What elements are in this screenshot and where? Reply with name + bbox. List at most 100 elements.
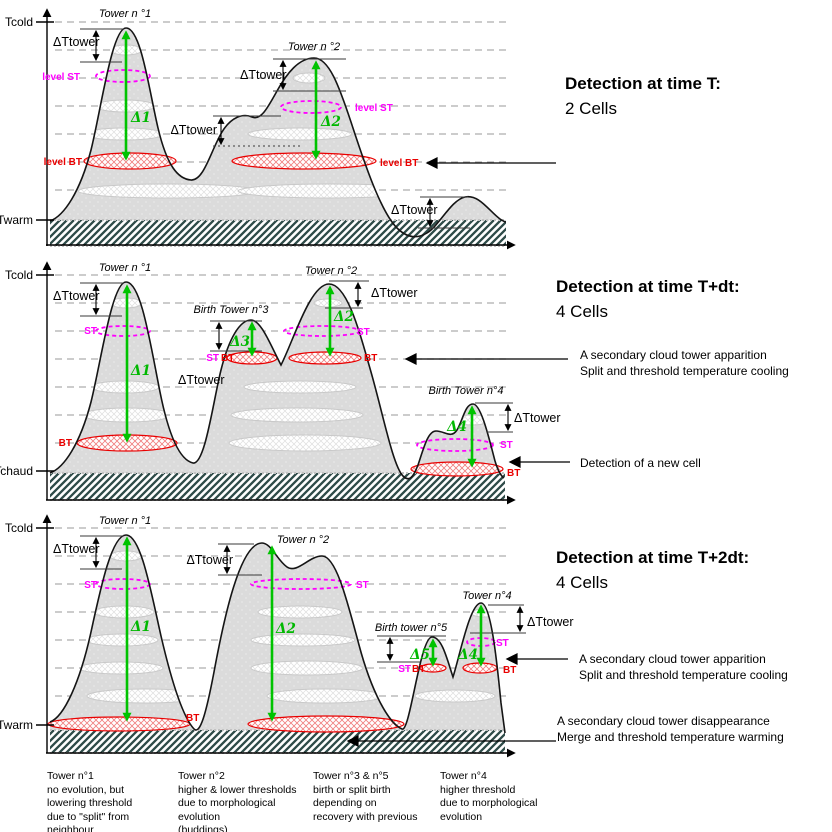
st-label-t1: ST: [84, 580, 97, 591]
tchaud-label: Tchaud: [0, 464, 33, 478]
note-disappearance: A secondary cloud tower disappearance Me…: [557, 714, 784, 744]
dtower-bracket-shoulder: ΔTtower: [170, 115, 302, 147]
st-label-t4: ST: [500, 440, 513, 451]
note-apparition-t2dt: A secondary cloud tower apparition Split…: [579, 652, 788, 682]
tower2-label: Tower n °2: [288, 41, 340, 53]
bt-ellipse-t2: [247, 715, 405, 733]
heading-cells: 4 Cells: [556, 302, 608, 321]
bt-ellipse-t1: [47, 716, 191, 732]
delta4-label: Δ4: [457, 647, 478, 663]
tower1-label: Tower n °1: [99, 515, 151, 527]
tcold-label: Tcold: [5, 521, 33, 535]
dtower-bracket-t4: ΔTtower: [475, 402, 561, 433]
dtower-bracket-t1: ΔTtower: [53, 28, 124, 63]
level-st-label-right: level ST: [355, 103, 393, 114]
svg-text:ΔTtower: ΔTtower: [391, 203, 438, 217]
tower5-label: Birth tower n°5: [375, 622, 448, 634]
delta2-label: Δ2: [275, 621, 296, 637]
tower1-label: Tower n °1: [99, 8, 151, 20]
svg-text:ΔTtower: ΔTtower: [240, 68, 287, 82]
bt-label-t5: BT: [412, 664, 425, 675]
ground-band: [50, 473, 505, 500]
st-ellipse-t4: [416, 438, 494, 452]
ground-band: [50, 730, 505, 753]
bt-ellipse-t4: [462, 662, 498, 674]
delta1-label: Δ1: [130, 619, 151, 635]
bt-label-t4: BT: [503, 665, 516, 676]
svg-text:ΔTtower: ΔTtower: [53, 542, 100, 556]
level-st-label-left: level ST: [42, 72, 80, 83]
heading-time-t: Detection at time T: 2 Cells: [565, 74, 721, 119]
st-label-t5: ST: [398, 664, 411, 675]
note-new-cell: Detection of a new cell: [580, 456, 701, 470]
level-bt-ellipse-t1: [83, 152, 177, 170]
footnote-tower2: Tower n°2 higher & lower thresholds due …: [178, 770, 297, 832]
tower2-label: Tower n °2: [305, 265, 357, 277]
st-label-t4: ST: [496, 638, 509, 649]
texture-layers: [78, 550, 498, 704]
level-st-ellipse-t2: [280, 100, 342, 114]
level-bt-label-right: level BT: [380, 158, 418, 169]
delta4-label: Δ4: [446, 419, 467, 435]
bt-label-bottom: BT: [186, 713, 199, 724]
dtower-bracket-t1: ΔTtower: [53, 282, 124, 317]
bt-ellipse-t4: [410, 461, 504, 477]
st-label-t2: ST: [357, 327, 370, 338]
cloud-outline: [49, 27, 507, 238]
heading-cells: 4 Cells: [556, 573, 608, 592]
heading-title: Detection at time T+dt:: [556, 277, 740, 296]
st-ellipse-t2: [283, 325, 361, 337]
st-label-t1: ST: [84, 326, 97, 337]
delta2-label: Δ2: [320, 114, 341, 130]
bt-label-t4: BT: [507, 468, 520, 479]
delta5-label: Δ5: [409, 647, 430, 663]
svg-text:ΔTtower: ΔTtower: [186, 553, 233, 567]
svg-text:ΔTtower: ΔTtower: [53, 35, 100, 49]
st-ellipse-t2: [250, 578, 352, 590]
footnote-tower4: Tower n°4 higher threshold due to morpho…: [440, 770, 538, 823]
tcold-label: Tcold: [5, 268, 33, 282]
delta1-label: Δ1: [130, 110, 151, 126]
heading-cells: 2 Cells: [565, 99, 617, 118]
twarm-label: Twarm: [0, 213, 33, 227]
tower2-label: Tower n °2: [277, 534, 329, 546]
tcold-label: Tcold: [5, 15, 33, 29]
tower4-label: Tower n°4: [462, 590, 511, 602]
delta2-label: Δ2: [333, 309, 354, 325]
svg-text:ΔTtower: ΔTtower: [53, 289, 100, 303]
svg-text:ΔTtower: ΔTtower: [170, 123, 217, 137]
tower3-label: Birth Tower n°3: [194, 304, 270, 316]
svg-text:ΔTtower: ΔTtower: [371, 286, 418, 300]
dtower-bracket-bump: ΔTtower: [391, 196, 470, 229]
texture-layers: [82, 297, 491, 452]
panel-2: Tcold Tchaud Tower n °1 Birth Tower n°3 …: [0, 261, 570, 505]
svg-text:ΔTtower: ΔTtower: [514, 411, 561, 425]
footnote-tower3-5: Tower n°3 & n°5 birth or split birth dep…: [313, 770, 418, 823]
panel-1: Tcold Twarm Tower n °1 Tower n °2 ΔTtowe…: [0, 8, 556, 250]
tower1-label: Tower n °1: [99, 262, 151, 274]
dtower-bracket-t3: ΔTtower: [178, 320, 262, 387]
panel-3: Tcold Twarm Tower n °1 Tower n °2 Birth …: [0, 514, 574, 758]
level-bt-ellipse-t2: [231, 152, 377, 170]
twarm-label: Twarm: [0, 718, 33, 732]
svg-text:ΔTtower: ΔTtower: [178, 373, 225, 387]
bt-label-t3: BT: [221, 353, 234, 364]
delta3-label: Δ3: [229, 334, 250, 350]
cloud-outline: [49, 534, 506, 734]
tower4-label: Birth Tower n°4: [429, 385, 504, 397]
svg-text:ΔTtower: ΔTtower: [527, 615, 574, 629]
dtower-bracket-t2: ΔTtower: [325, 280, 418, 309]
dtower-bracket-t5: [377, 635, 446, 663]
bt-label-t2: BT: [364, 353, 377, 364]
heading-time-t-dt: Detection at time T+dt: 4 Cells: [556, 277, 740, 322]
heading-time-t-2dt: Detection at time T+2dt: 4 Cells: [556, 548, 749, 593]
dtower-bracket-t4: ΔTtower: [470, 604, 574, 634]
heading-title: Detection at time T+2dt:: [556, 548, 750, 567]
dtower-bracket-t1: ΔTtower: [53, 535, 124, 570]
st-label-t3: ST: [206, 353, 219, 364]
cloud-outline: [49, 281, 505, 480]
dtower-bracket-t2: ΔTtower: [240, 58, 346, 92]
delta1-label: Δ1: [130, 363, 151, 379]
